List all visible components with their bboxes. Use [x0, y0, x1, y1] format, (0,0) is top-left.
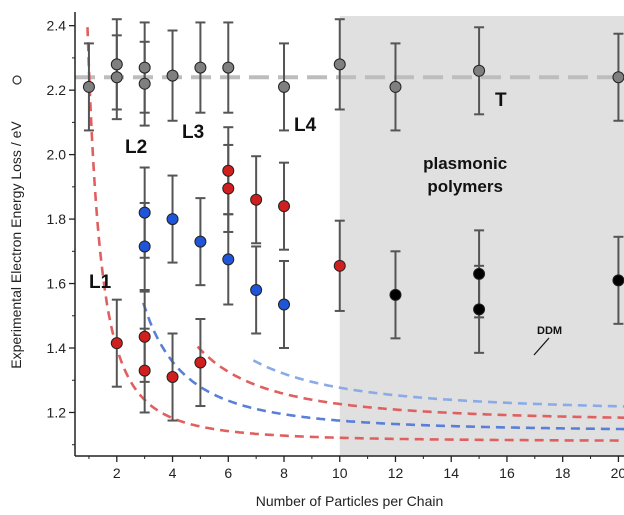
point-plasmonic-1: [473, 267, 486, 280]
ddm-pointer-line: [533, 337, 550, 356]
y-tick-label-1.8: 1.8: [47, 211, 67, 227]
point-L1-3: [166, 371, 179, 384]
y-tick-label-1.2: 1.2: [47, 404, 67, 420]
point-L4-0: [333, 259, 346, 272]
point-L1-4: [194, 356, 207, 369]
point-L3-3: [278, 200, 291, 213]
label-T: T: [495, 90, 507, 111]
point-T-3: [138, 61, 151, 74]
label-L2: L2: [125, 137, 147, 158]
y-tick-label-2: 2.0: [47, 147, 67, 163]
point-L2-3: [194, 235, 207, 248]
point-T-9: [333, 58, 346, 71]
point-L3-0: [222, 164, 235, 177]
point-L2-2: [166, 213, 179, 226]
y-tick-label-1.6: 1.6: [47, 276, 67, 292]
point-L3-1: [222, 182, 235, 195]
point-T-4: [138, 77, 151, 90]
y-axis-title-marker: [12, 75, 22, 85]
y-tick-label-2.4: 2.4: [47, 18, 67, 34]
point-L2-1: [138, 240, 151, 253]
y-tick-label-1.4: 1.4: [47, 340, 67, 356]
shade-label-line-2: polymers: [427, 177, 503, 196]
point-T-6: [194, 61, 207, 74]
ddm-curve-L3: [196, 345, 624, 419]
y-axis-title: Experimental Electron Energy Loss / eV: [8, 121, 24, 369]
point-T-1: [110, 58, 123, 71]
point-L2-0: [138, 206, 151, 219]
label-L4: L4: [294, 115, 317, 136]
x-axis-title: Number of Particles per Chain: [256, 493, 444, 509]
x-tick-label-18: 18: [555, 465, 571, 481]
point-T-7: [222, 61, 235, 74]
x-tick-label-12: 12: [388, 465, 404, 481]
point-L3-2: [250, 193, 263, 206]
point-plasmonic-3: [612, 274, 624, 287]
point-T-2: [110, 71, 123, 84]
point-L2-4: [222, 253, 235, 266]
point-plasmonic-2: [473, 303, 486, 316]
shade-label-line-1: plasmonic: [423, 154, 507, 173]
point-L2-5: [250, 283, 263, 296]
x-tick-label-2: 2: [113, 465, 121, 481]
ddm-curve-L4: [252, 359, 624, 408]
point-L1-1: [138, 330, 151, 343]
point-T-8: [278, 80, 291, 93]
point-T-0: [82, 80, 95, 93]
x-tick-label-10: 10: [332, 465, 348, 481]
x-tick-label-16: 16: [499, 465, 515, 481]
point-L1-0: [110, 337, 123, 350]
ddm-curve-L2: [142, 302, 624, 431]
point-T-12: [612, 71, 624, 84]
x-tick-label-8: 8: [280, 465, 288, 481]
point-L2-6: [278, 298, 291, 311]
x-tick-label-20: 20: [611, 465, 624, 481]
label-DDM: DDM: [537, 325, 562, 337]
y-tick-label-2.2: 2.2: [47, 82, 67, 98]
x-tick-label-4: 4: [169, 465, 177, 481]
point-T-11: [473, 64, 486, 77]
point-T-5: [166, 69, 179, 82]
x-tick-label-6: 6: [224, 465, 232, 481]
point-L1-2: [138, 364, 151, 377]
label-L1: L1: [89, 272, 112, 293]
point-T-10: [389, 80, 402, 93]
label-L3: L3: [182, 122, 204, 143]
plasmonic-region-shade: [339, 16, 624, 456]
point-plasmonic-0: [389, 288, 402, 301]
x-tick-label-14: 14: [443, 465, 459, 481]
